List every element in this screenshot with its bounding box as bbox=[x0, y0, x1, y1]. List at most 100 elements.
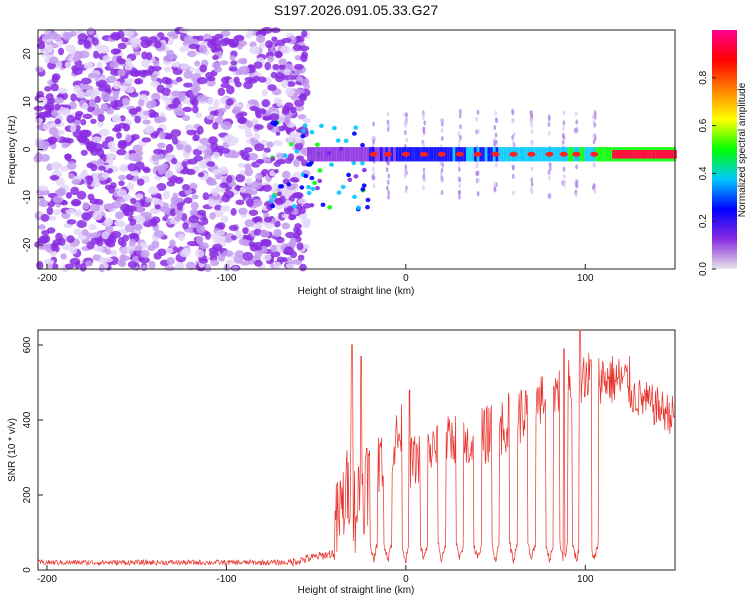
noise-cell bbox=[171, 158, 178, 165]
carrier-cell bbox=[557, 147, 561, 162]
noise-cell bbox=[292, 44, 302, 52]
onset-cell bbox=[356, 205, 361, 210]
noise-cell bbox=[272, 63, 280, 71]
noise-cell bbox=[220, 82, 231, 89]
onset-cell bbox=[329, 162, 334, 167]
noise-cell bbox=[270, 244, 277, 253]
noise-cell bbox=[50, 161, 62, 171]
tone-streak-cell bbox=[493, 181, 497, 187]
noise-cell bbox=[132, 144, 143, 152]
noise-cell bbox=[223, 263, 231, 272]
tone-streak-cell bbox=[404, 188, 408, 194]
noise-cell bbox=[171, 90, 181, 97]
noise-cell bbox=[116, 149, 127, 156]
noise-cell bbox=[80, 118, 87, 126]
colorbar-tick-label: 0.0 bbox=[698, 262, 709, 276]
carrier-core-cell bbox=[612, 149, 616, 159]
noise-cell bbox=[247, 99, 259, 105]
tone-peak bbox=[437, 151, 446, 157]
noise-cell bbox=[196, 125, 204, 135]
tone-streak-cell bbox=[530, 122, 533, 128]
noise-cell bbox=[285, 231, 296, 239]
noise-cell bbox=[207, 114, 215, 121]
tone-streak-cell bbox=[403, 169, 407, 175]
noise-cell bbox=[296, 242, 304, 251]
noise-cell bbox=[164, 66, 171, 73]
noise-cell bbox=[117, 142, 126, 149]
carrier-cell bbox=[541, 147, 545, 162]
tone-streak-cell bbox=[575, 119, 578, 125]
carrier-cell bbox=[484, 147, 488, 162]
noise-cell bbox=[62, 108, 71, 117]
onset-cell bbox=[302, 123, 308, 128]
carrier-core-cell bbox=[648, 149, 652, 159]
noise-cell bbox=[219, 38, 230, 47]
noise-cell bbox=[110, 31, 121, 41]
noise-cell bbox=[150, 131, 159, 139]
tone-streak-cell bbox=[440, 167, 444, 173]
noise-cell bbox=[210, 187, 220, 197]
noise-cell bbox=[117, 42, 127, 50]
noise-cell bbox=[41, 34, 50, 40]
onset-cell bbox=[277, 184, 283, 189]
tone-streak-cell bbox=[476, 109, 480, 115]
noise-cell bbox=[75, 110, 84, 117]
noise-cell bbox=[86, 176, 93, 186]
noise-cell bbox=[230, 235, 237, 241]
noise-cell bbox=[98, 263, 105, 273]
noise-cell bbox=[301, 30, 308, 38]
noise-cell bbox=[270, 71, 278, 79]
noise-cell bbox=[273, 261, 282, 270]
noise-cell bbox=[52, 195, 64, 204]
noise-cell bbox=[109, 61, 120, 69]
carrier-cell bbox=[430, 147, 434, 162]
noise-cell bbox=[213, 199, 221, 206]
onset-cell bbox=[306, 185, 311, 190]
noise-cell bbox=[221, 177, 228, 185]
carrier-core-cell bbox=[662, 149, 667, 159]
y-tick-label: 600 bbox=[22, 336, 33, 353]
noise-cell bbox=[176, 143, 184, 151]
tone-streak-cell bbox=[530, 139, 533, 145]
noise-cell bbox=[242, 227, 249, 235]
noise-cell bbox=[124, 64, 133, 71]
spectrogram-y-label: Frequency (Hz) bbox=[7, 116, 18, 185]
tone-streak-cell bbox=[459, 124, 462, 130]
tone-streak-cell bbox=[547, 193, 551, 199]
noise-cell bbox=[245, 198, 254, 207]
carrier-core-cell bbox=[633, 149, 638, 159]
noise-cell bbox=[76, 220, 87, 229]
noise-cell bbox=[204, 263, 212, 273]
noise-cell bbox=[266, 141, 274, 148]
colorbar-gradient bbox=[712, 30, 737, 269]
noise-cell bbox=[54, 97, 64, 104]
tone-streak-cell bbox=[593, 162, 596, 168]
noise-cell bbox=[185, 89, 195, 99]
onset-cell bbox=[294, 149, 300, 154]
onset-cell bbox=[343, 138, 349, 144]
spectrogram-x-label: Height of straight line (km) bbox=[298, 286, 415, 297]
noise-cell bbox=[275, 158, 287, 165]
noise-cell bbox=[176, 111, 186, 117]
carrier-core-cell bbox=[626, 149, 631, 159]
noise-cell bbox=[150, 216, 161, 224]
noise-cell bbox=[104, 217, 114, 226]
noise-cell bbox=[258, 76, 267, 83]
x-tick-label: -100 bbox=[216, 574, 236, 585]
tone-streak-cell bbox=[548, 162, 552, 168]
noise-cell bbox=[184, 144, 192, 153]
carrier-cell bbox=[447, 147, 450, 162]
noise-cell bbox=[51, 109, 58, 117]
noise-cell bbox=[284, 87, 295, 97]
noise-cell bbox=[219, 60, 229, 66]
noise-cell bbox=[157, 248, 167, 256]
carrier-cell bbox=[328, 147, 332, 162]
carrier-core-cell bbox=[658, 149, 663, 159]
noise-cell bbox=[202, 217, 209, 226]
tone-streak-cell bbox=[530, 110, 533, 116]
noise-cell bbox=[243, 147, 253, 153]
noise-cell bbox=[278, 64, 287, 70]
noise-cell bbox=[221, 76, 231, 84]
noise-cell bbox=[54, 118, 62, 125]
noise-cell bbox=[286, 205, 295, 213]
